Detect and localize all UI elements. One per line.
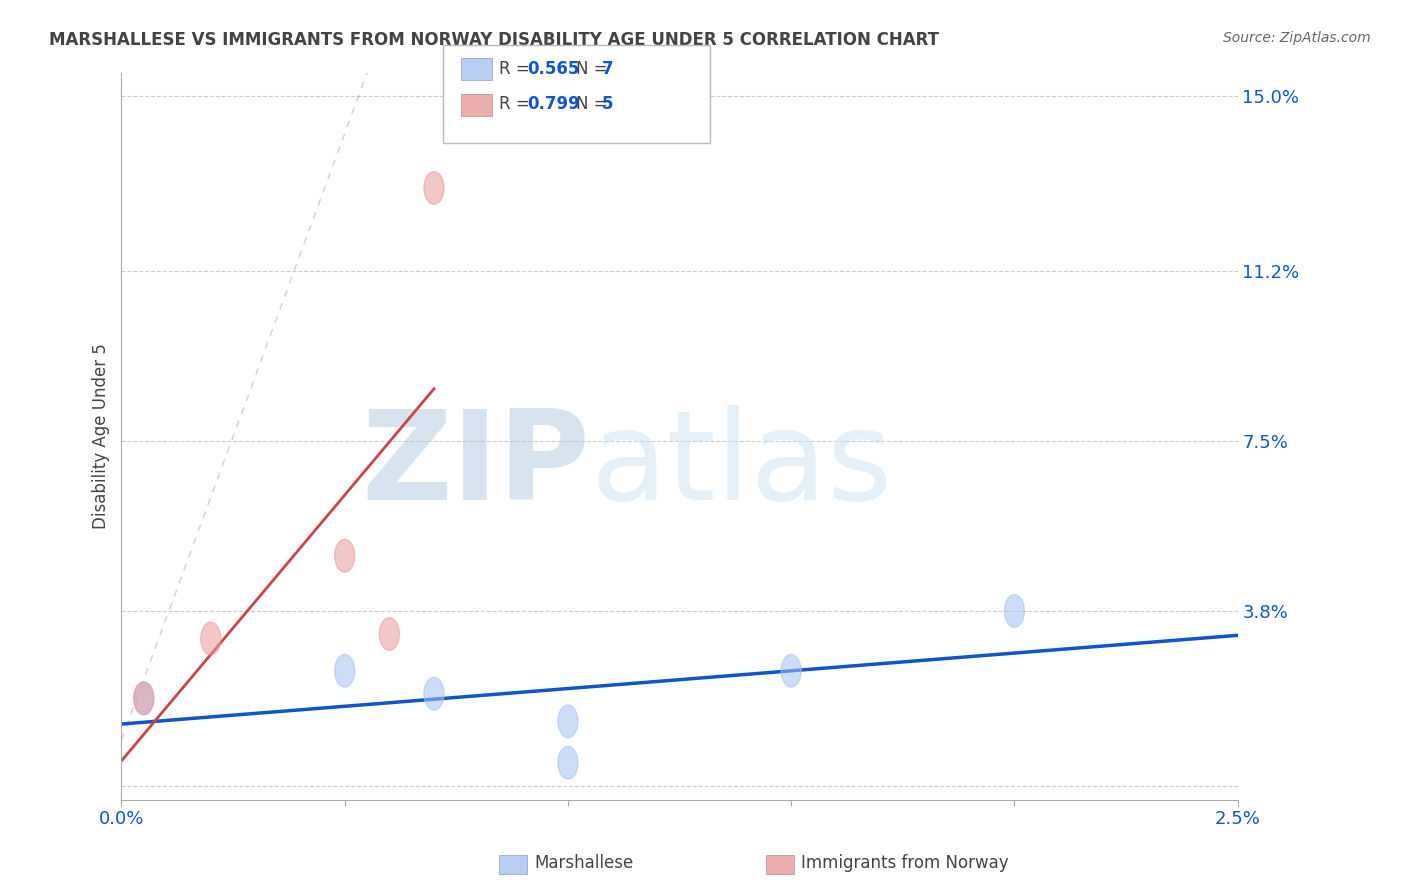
Ellipse shape [134, 682, 153, 714]
Ellipse shape [380, 617, 399, 650]
Ellipse shape [782, 655, 801, 687]
Ellipse shape [335, 655, 354, 687]
Text: 0.799: 0.799 [527, 95, 581, 113]
Text: R =: R = [499, 95, 536, 113]
Ellipse shape [201, 623, 221, 655]
Text: Immigrants from Norway: Immigrants from Norway [801, 855, 1010, 872]
Text: MARSHALLESE VS IMMIGRANTS FROM NORWAY DISABILITY AGE UNDER 5 CORRELATION CHART: MARSHALLESE VS IMMIGRANTS FROM NORWAY DI… [49, 31, 939, 49]
Ellipse shape [558, 747, 578, 779]
Y-axis label: Disability Age Under 5: Disability Age Under 5 [93, 343, 110, 529]
Text: Marshallese: Marshallese [534, 855, 634, 872]
Ellipse shape [134, 682, 153, 714]
Ellipse shape [335, 540, 354, 572]
Ellipse shape [425, 677, 444, 710]
Text: Source: ZipAtlas.com: Source: ZipAtlas.com [1223, 31, 1371, 45]
Text: N =: N = [576, 60, 613, 78]
Text: 5: 5 [602, 95, 613, 113]
Text: 0.565: 0.565 [527, 60, 579, 78]
Ellipse shape [558, 705, 578, 738]
Text: 7: 7 [602, 60, 613, 78]
Text: N =: N = [576, 95, 613, 113]
Text: R =: R = [499, 60, 536, 78]
Text: atlas: atlas [591, 405, 893, 525]
Ellipse shape [1004, 595, 1025, 627]
Ellipse shape [425, 171, 444, 204]
Text: ZIP: ZIP [361, 405, 591, 525]
